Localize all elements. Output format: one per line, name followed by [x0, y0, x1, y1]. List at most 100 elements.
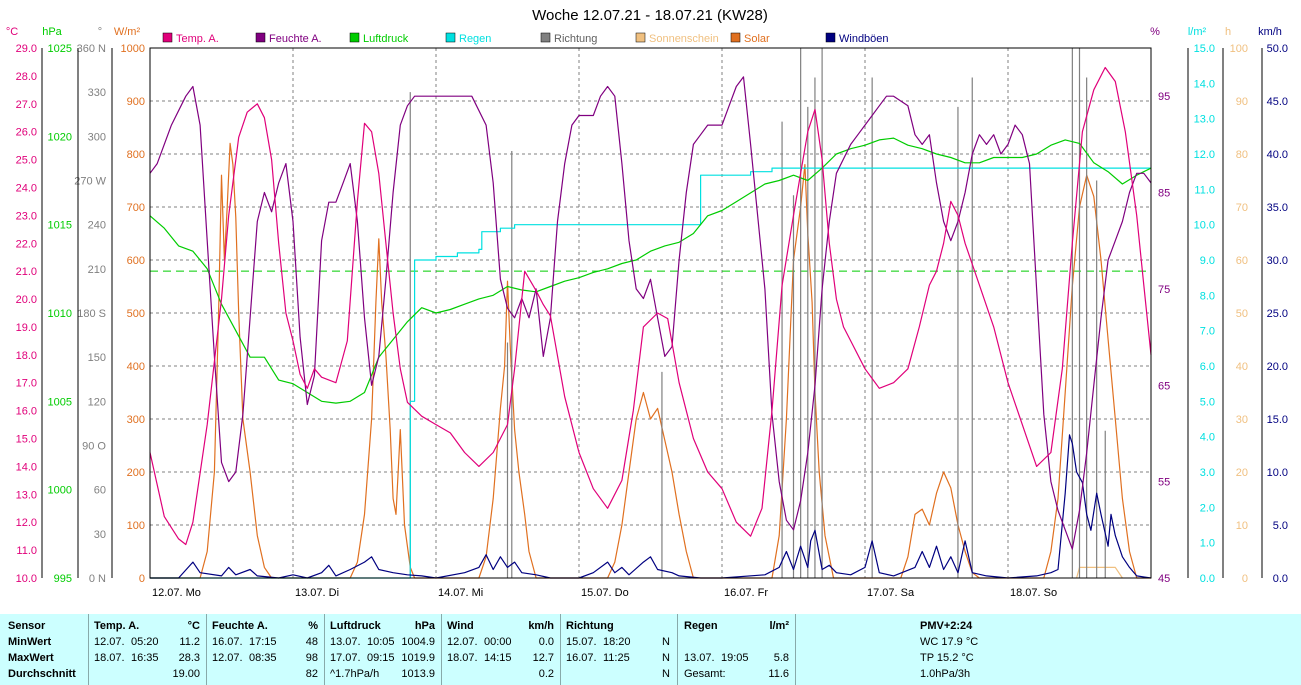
temp-unit: °C — [187, 620, 200, 632]
temp-max-time: 16:35 — [131, 652, 159, 664]
axis-tick-label-sunshine: 10 — [1236, 520, 1248, 532]
legend-label: Windböen — [839, 33, 889, 45]
axis-tick-label-solar: 600 — [127, 255, 145, 267]
pressure-min-time: 10:05 — [367, 636, 395, 648]
legend-swatch — [825, 32, 836, 43]
separator — [677, 614, 678, 685]
direction-min-time: 18:20 — [603, 636, 631, 648]
temp-min-value: 11.2 — [179, 636, 200, 648]
axis-tick-label-temp: 17.0 — [16, 378, 37, 390]
axis-tick-label-pressure: 1020 — [48, 131, 72, 143]
axis-tick-label-direction: 0 N — [89, 573, 106, 585]
axis-tick-label-direction: 180 S — [77, 308, 106, 320]
humidity-max-time: 08:35 — [249, 652, 277, 664]
axis-tick-label-solar: 400 — [127, 361, 145, 373]
axis-unit-humidity: % — [1150, 26, 1160, 38]
axis-tick-label-temp: 15.0 — [16, 434, 37, 446]
axis-tick-label-rain: 15.0 — [1194, 43, 1215, 55]
rain-header: Regen — [684, 620, 718, 632]
axis-tick-label-rain: 10.0 — [1194, 220, 1215, 232]
axis-tick-label-temp: 26.0 — [16, 127, 37, 139]
axis-tick-label-rain: 2.0 — [1200, 502, 1215, 514]
axis-tick-label-sunshine: 100 — [1230, 43, 1248, 55]
temp-min-time: 05:20 — [131, 636, 159, 648]
legend-label: Regen — [459, 33, 491, 45]
axis-tick-label-humidity: 45 — [1158, 573, 1170, 585]
row-label-avg: Durchschnitt — [8, 668, 76, 680]
axis-tick-label-solar: 100 — [127, 520, 145, 532]
wind-avg-value: 0.2 — [538, 668, 554, 680]
humidity-unit: % — [308, 620, 318, 632]
direction-max-value: N — [662, 652, 670, 664]
sensor-header: Sensor — [8, 620, 46, 632]
humidity-header: Feuchte A. — [212, 620, 268, 632]
axis-tick-label-direction: 300 — [88, 131, 106, 143]
wind-min-time: 00:00 — [484, 636, 512, 648]
axis-tick-label-solar: 200 — [127, 467, 145, 479]
axis-tick-label-pressure: 1010 — [48, 308, 72, 320]
axis-tick-label-sunshine: 90 — [1236, 96, 1248, 108]
x-tick-label: 14.07. Mi — [438, 587, 483, 599]
axis-tick-label-temp: 25.0 — [16, 155, 37, 167]
axis-tick-label-wind: 40.0 — [1267, 149, 1288, 161]
series-line-regen — [150, 167, 1151, 579]
pressure-min-value: 1004.9 — [401, 636, 435, 648]
dewpoint-value: TP 15.2 °C — [920, 652, 974, 664]
legend-swatch — [635, 32, 646, 43]
wind-unit: km/h — [528, 620, 554, 632]
axis-tick-label-rain: 1.0 — [1200, 538, 1215, 550]
separator — [795, 614, 796, 685]
axis-tick-label-rain: 3.0 — [1200, 467, 1215, 479]
chart-title: Woche 12.07.21 - 18.07.21 (KW28) — [532, 7, 768, 24]
temp-max-value: 28.3 — [178, 652, 200, 664]
temp-header: Temp. A. — [94, 620, 140, 632]
legend-swatch — [540, 32, 551, 43]
grid — [150, 48, 1151, 578]
axis-tick-label-temp: 16.0 — [16, 406, 37, 418]
axis-tick-label-solar: 0 — [139, 573, 145, 585]
axis-tick-label-rain: 6.0 — [1200, 361, 1215, 373]
axis-tick-label-pressure: 1015 — [48, 220, 72, 232]
x-tick-label: 12.07. Mo — [152, 587, 201, 599]
axis-unit-pressure: hPa — [42, 26, 62, 38]
axis-tick-label-direction: 30 — [94, 529, 106, 541]
series-line-temp-a — [149, 66, 1152, 546]
humidity-max-value: 98 — [305, 652, 318, 664]
pressure-unit: hPa — [414, 620, 435, 632]
axis-tick-label-temp: 28.0 — [16, 71, 37, 83]
direction-max-time: 11:25 — [603, 652, 630, 664]
axis-tick-label-wind: 0.0 — [1273, 573, 1288, 585]
axis-tick-label-rain: 11.0 — [1194, 184, 1215, 196]
row-label-min: MinWert — [8, 636, 52, 648]
series-line-feuchte-a — [149, 76, 1152, 550]
axis-tick-label-temp: 11.0 — [16, 545, 37, 557]
legend: Temp. A. Feuchte A. Luftdruck Regen Richtung… — [162, 32, 889, 45]
axis-tick-label-temp: 23.0 — [16, 210, 37, 222]
legend-swatch — [255, 32, 266, 43]
temp-max-date: 18.07. — [94, 652, 125, 664]
pressure-max-time: 09:15 — [367, 652, 395, 664]
axis-tick-label-rain: 7.0 — [1200, 326, 1215, 338]
rain-total-label: Gesamt: — [684, 668, 726, 680]
direction-min-date: 15.07. — [566, 636, 597, 648]
axis-tick-label-pressure: 1025 — [48, 43, 72, 55]
rain-max-value: 5.8 — [773, 652, 789, 664]
axis-tick-label-wind: 30.0 — [1267, 255, 1288, 267]
temp-avg-value: 19.00 — [172, 668, 200, 680]
axis-tick-label-temp: 10.0 — [16, 573, 37, 585]
x-tick-label: 17.07. Sa — [867, 587, 915, 599]
axis-tick-label-direction: 120 — [88, 396, 106, 408]
weather-chart: Woche 12.07.21 - 18.07.21 (KW28) Temp. A… — [5, 7, 1288, 599]
axis-tick-label-humidity: 95 — [1158, 91, 1170, 103]
axis-tick-label-wind: 5.0 — [1273, 520, 1288, 532]
axis-tick-label-sunshine: 70 — [1236, 202, 1248, 214]
axis-tick-label-wind: 20.0 — [1267, 361, 1288, 373]
separator — [441, 614, 442, 685]
axis-tick-label-wind: 45.0 — [1267, 96, 1288, 108]
axis-tick-label-pressure: 1005 — [48, 396, 72, 408]
axis-tick-label-rain: 8.0 — [1200, 290, 1215, 302]
axis-tick-label-pressure: 1000 — [48, 485, 72, 497]
axis-unit-sunshine: h — [1225, 26, 1231, 38]
axis-unit-direction: ° — [98, 26, 102, 38]
axis-tick-label-temp: 12.0 — [16, 517, 37, 529]
